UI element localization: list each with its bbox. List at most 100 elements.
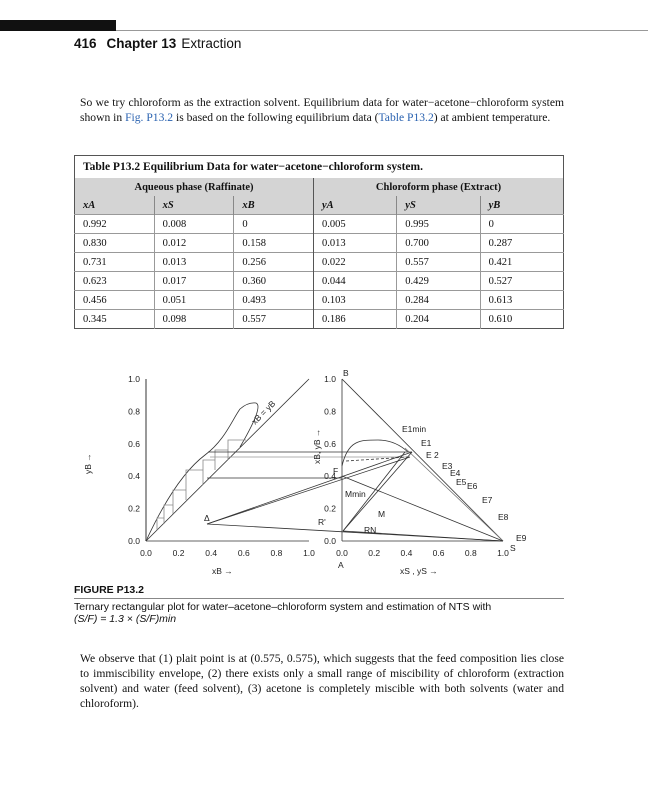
right-y-tick: 0.0 xyxy=(324,536,336,546)
right-x-tick: 0.2 xyxy=(368,548,380,558)
table-cell: 0.005 xyxy=(313,214,397,234)
figure-caption: FIGURE P13.2 Ternary rectangular plot fo… xyxy=(74,584,564,625)
label-M: M xyxy=(378,509,385,519)
column-header: xS xyxy=(153,196,234,215)
table-cell: 0.051 xyxy=(153,290,234,310)
table-cell: 0 xyxy=(479,214,564,234)
right-x-tick: 1.0 xyxy=(497,548,509,558)
table-link[interactable]: Table P13.2 xyxy=(378,111,434,124)
left-x-label: xB → xyxy=(212,566,233,576)
table-row: 0.731 0.013 0.256 0.022 0.557 0.421 xyxy=(74,252,564,272)
group-raffinate: Aqueous phase (Raffinate) xyxy=(74,178,314,196)
group-extract: Chloroform phase (Extract) xyxy=(313,178,564,196)
table-cell: 0.995 xyxy=(396,214,481,234)
table-cell: 0.557 xyxy=(396,252,481,272)
table-cell: 0.623 xyxy=(74,271,155,291)
label-E9: E9 xyxy=(516,533,527,543)
label-E3: E3 xyxy=(442,461,453,471)
label-E6: E6 xyxy=(467,481,478,491)
table-cell: 0.012 xyxy=(153,233,234,253)
table-cell: 0.731 xyxy=(74,252,155,272)
intro-paragraph: So we try chloroform as the extraction s… xyxy=(80,95,564,125)
column-header: xA xyxy=(74,196,155,215)
left-x-tick: 0.6 xyxy=(238,548,250,558)
equilibrium-curve xyxy=(145,402,259,542)
table-cell: 0.098 xyxy=(153,309,234,329)
label-Mmin: Mmin xyxy=(345,489,366,499)
table-cell: 0.017 xyxy=(153,271,234,291)
figure-caption-text: Ternary rectangular plot for water–aceto… xyxy=(74,601,492,613)
left-y-tick: 0.0 xyxy=(128,536,140,546)
table-cell: 0.103 xyxy=(313,290,397,310)
dashed-tie xyxy=(345,456,409,462)
left-y-tick: 0.8 xyxy=(128,406,140,416)
label-F: F xyxy=(333,466,338,476)
label-E1min: E1min xyxy=(402,424,426,434)
feed-solvent-line xyxy=(341,475,504,542)
chapter-title: Extraction xyxy=(181,36,242,51)
table-cell: 0.256 xyxy=(233,252,314,272)
table-cell: 0.557 xyxy=(233,309,314,329)
table-row: 0.992 0.008 0 0.005 0.995 0 xyxy=(74,214,564,234)
left-y-tick: 0.2 xyxy=(128,504,140,514)
header-bar xyxy=(0,20,116,31)
table-row: 0.623 0.017 0.360 0.044 0.429 0.527 xyxy=(74,271,564,291)
table-cell: 0.284 xyxy=(396,290,481,310)
table-cell: 0.204 xyxy=(396,309,481,329)
raffinate-extract-line xyxy=(342,451,406,532)
equilibrium-table: Table P13.2 Equilibrium Data for water−a… xyxy=(74,155,564,329)
table-cell: 0.008 xyxy=(153,214,234,234)
table-cell: 0 xyxy=(233,214,314,234)
label-Rprime: R' xyxy=(318,517,326,527)
label-E8: E8 xyxy=(498,512,509,522)
extract-line xyxy=(404,447,504,542)
right-y-label: xB, yB → xyxy=(312,429,322,464)
page-number: 416 xyxy=(74,36,97,51)
intro-text: So we try chloroform as the extraction s… xyxy=(80,96,564,124)
table-cell: 0.287 xyxy=(479,233,564,253)
diagonal-label: xB = yB xyxy=(249,398,277,426)
right-y-tick: 0.6 xyxy=(324,439,336,449)
table-row: 0.830 0.012 0.158 0.013 0.700 0.287 xyxy=(74,233,564,253)
left-y-tick: 0.6 xyxy=(128,439,140,449)
column-header: yB xyxy=(479,196,564,215)
label-RN: RN xyxy=(364,525,376,535)
left-x-tick: 0.4 xyxy=(205,548,217,558)
table-cell: 0.013 xyxy=(313,233,397,253)
raffinate-solvent-line xyxy=(342,530,504,542)
right-x-label: xS , yS → xyxy=(400,566,438,576)
table-cell: 0.022 xyxy=(313,252,397,272)
right-y-tick: 0.4 xyxy=(324,471,336,481)
label-E1: E1 xyxy=(421,438,432,448)
right-y-tick: 1.0 xyxy=(324,374,336,384)
table-cell: 0.700 xyxy=(396,233,481,253)
right-x-tick: 0.0 xyxy=(336,548,348,558)
stage-steps xyxy=(156,439,246,530)
right-x-tick: 0.4 xyxy=(400,548,412,558)
left-x-tick: 1.0 xyxy=(303,548,315,558)
table-cell: 0.345 xyxy=(74,309,155,329)
table-cell: 0.830 xyxy=(74,233,155,253)
hypotenuse xyxy=(341,378,504,542)
label-S: S xyxy=(510,543,516,553)
table-cell: 0.527 xyxy=(479,271,564,291)
right-y-tick: 0.2 xyxy=(324,504,336,514)
table-row: 0.345 0.098 0.557 0.186 0.204 0.610 xyxy=(74,309,564,329)
intro-text: is based on the following equilibrium da… xyxy=(173,111,379,124)
figure-caption-formula: (S/F) = 1.3 × (S/F)min xyxy=(74,613,177,625)
table-cell: 0.360 xyxy=(233,271,314,291)
intro-text: ) at ambient temperature. xyxy=(433,111,551,124)
label-E5: E5 xyxy=(456,477,467,487)
label-E2: E 2 xyxy=(426,450,439,460)
left-y-tick: 1.0 xyxy=(128,374,140,384)
left-y-tick: 0.4 xyxy=(128,471,140,481)
table-cell: 0.456 xyxy=(74,290,155,310)
left-x-tick: 0.0 xyxy=(140,548,152,558)
table-cell: 0.421 xyxy=(479,252,564,272)
figure-label: FIGURE P13.2 xyxy=(74,584,564,599)
label-E4: E4 xyxy=(450,468,461,478)
delta-line xyxy=(206,451,413,525)
figure-link[interactable]: Fig. P13.2 xyxy=(125,111,174,124)
